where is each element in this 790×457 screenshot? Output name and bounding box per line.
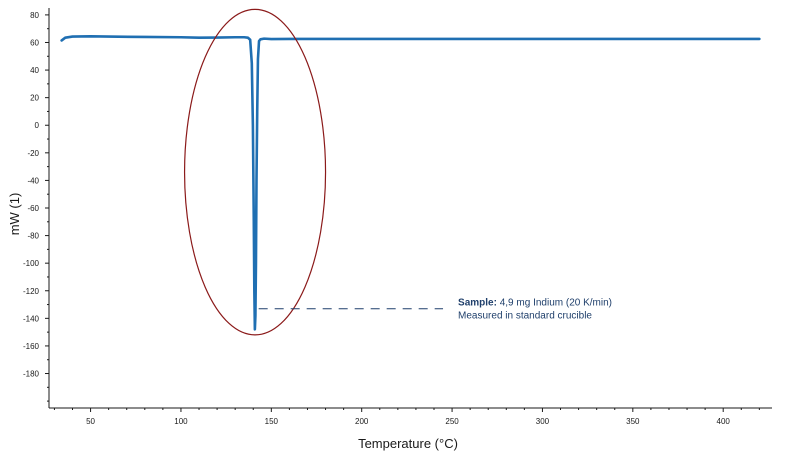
y-tick-label: -140 — [23, 314, 40, 323]
annotation-line-2: Measured in standard crucible — [458, 311, 592, 322]
x-tick-label: 100 — [174, 417, 188, 426]
y-tick-label: -120 — [23, 287, 40, 296]
y-tick-label: 80 — [30, 11, 39, 20]
annotation-sample-label: Sample: — [458, 298, 497, 309]
x-tick-label: 350 — [626, 417, 640, 426]
x-tick-label: 250 — [445, 417, 459, 426]
x-axis-title: Temperature (°C) — [358, 436, 458, 451]
y-tick-label: 40 — [30, 66, 39, 75]
y-tick-label: -20 — [27, 149, 39, 158]
x-tick-label: 300 — [536, 417, 550, 426]
x-axis: 50 100 150 200 250 300 350 400 — [49, 407, 772, 426]
y-tick-label: 60 — [30, 38, 39, 47]
y-tick-label: -80 — [27, 232, 39, 241]
y-tick-label: -160 — [23, 342, 40, 351]
series-layer — [60, 34, 761, 331]
x-tick-label: 50 — [86, 417, 95, 426]
y-axis: 80 60 40 20 0 -20 -40 -60 -80 -100 -120 -140 -160 -18… — [23, 8, 50, 408]
series-line — [60, 34, 761, 331]
annotation-sample-text: 4,9 mg Indium (20 K/min) — [497, 298, 612, 309]
annotation-layer: Sample: 4,9 mg Indium (20 K/min) Measured… — [183, 8, 612, 336]
y-tick-label: -100 — [23, 259, 40, 268]
y-tick-label: -180 — [23, 370, 40, 379]
annotation-line-1: Sample: 4,9 mg Indium (20 K/min) — [458, 298, 612, 309]
y-tick-label: 0 — [35, 121, 40, 130]
x-tick-label: 200 — [355, 417, 369, 426]
y-tick-label: -40 — [27, 176, 39, 185]
highlight-ellipse — [183, 8, 327, 336]
y-tick-label: -60 — [27, 204, 39, 213]
x-tick-label: 400 — [717, 417, 731, 426]
x-tick-label: 150 — [265, 417, 279, 426]
y-axis-title: mW (1) — [7, 193, 22, 236]
y-tick-label: 20 — [30, 94, 39, 103]
